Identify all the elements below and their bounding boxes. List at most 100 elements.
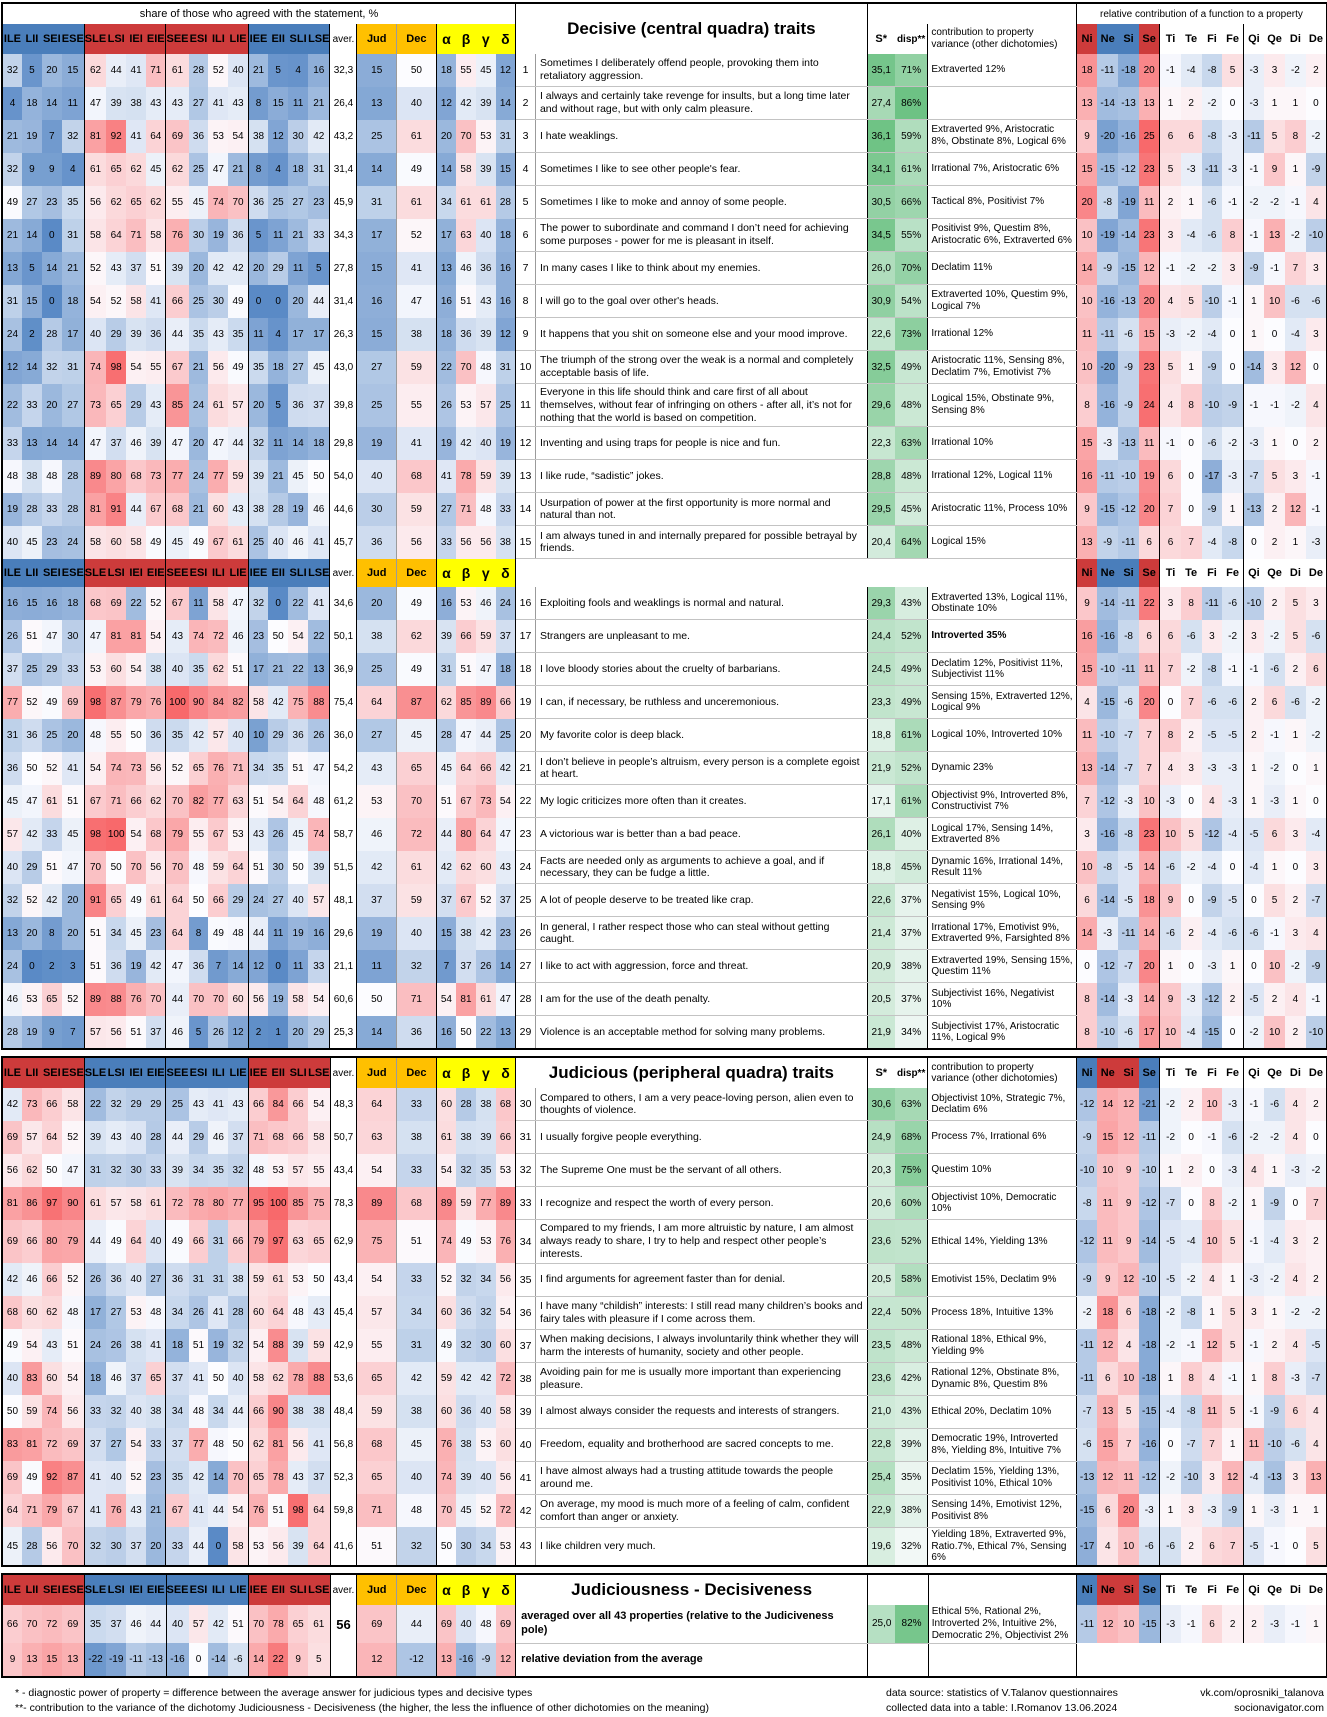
type-value-cell: 67	[146, 492, 167, 526]
quadra-value-cell: 54	[495, 784, 517, 818]
type-column-header: IEI	[126, 1574, 147, 1606]
fn-value-cell: -1	[1222, 185, 1244, 219]
type-value-cell: 45	[2, 784, 22, 818]
fn-value-cell: 5	[1118, 1395, 1140, 1429]
type-value-cell: 30	[188, 218, 209, 252]
type-value-cell: 23	[248, 619, 269, 653]
statement-row: 21 14 0 31 58 64 71 58 76 30 19 36 5 11 21 33 34,3 17 52 17…	[2, 218, 1327, 252]
type-value-cell: 40	[2, 525, 22, 559]
fn-value-cell: 1	[1222, 492, 1244, 526]
type-column-header: ILI	[208, 558, 229, 588]
fn-value-cell: 10	[1201, 1088, 1223, 1121]
statement-cell: I am for the use of the death penalty.	[535, 982, 868, 1017]
fn-value-cell: 14	[1076, 916, 1098, 950]
type-value-cell: 16	[308, 916, 331, 950]
quadra-value-cell: 74	[436, 1461, 457, 1495]
type-value-cell: 35	[165, 1461, 189, 1495]
contrib-cell: Emotivist 15%, Declatim 9%	[927, 1263, 1077, 1297]
quadra-value-cell: 59	[436, 1362, 457, 1396]
type-value-cell: 51	[288, 751, 309, 785]
type-value-cell: 50	[106, 850, 127, 884]
type-value-cell: 40	[288, 883, 309, 917]
type-value-cell: 77	[165, 459, 189, 493]
type-column-header: LII	[21, 1574, 42, 1606]
function-column-header: Te	[1180, 1057, 1202, 1089]
row-number: 23	[515, 817, 536, 852]
type-value-cell: 30	[268, 850, 289, 884]
type-column-header: EIE	[146, 1057, 167, 1089]
type-value-cell: 60	[21, 1296, 42, 1330]
type-value-cell: 44	[228, 1395, 249, 1429]
quadra-value-cell: 81	[456, 982, 476, 1016]
type-value-cell: 42	[308, 119, 331, 153]
statement-cell: I usually forgive people everything.	[535, 1120, 868, 1155]
fn-value-cell: -14	[1097, 587, 1119, 620]
type-value-cell: 20	[41, 383, 62, 427]
fn-value-cell: -10	[1243, 587, 1265, 620]
type-value-cell: 66	[248, 1395, 269, 1429]
type-value-cell: 54	[126, 1428, 147, 1462]
fn-value-cell: 14	[1138, 850, 1161, 884]
type-value-cell: 52	[84, 251, 107, 285]
statement-cell: Usurpation of power at the first opportu…	[535, 492, 868, 527]
fn-value-cell: -2	[1201, 251, 1223, 285]
jud-value-cell: 15	[356, 251, 398, 285]
fn-value-cell: 4	[1305, 1428, 1327, 1462]
type-value-cell: 52	[21, 685, 42, 719]
type-column-header: SEI	[41, 1574, 62, 1606]
type-value-cell: 38	[146, 1395, 167, 1429]
fn-value-cell: 5	[1222, 1329, 1244, 1363]
type-value-cell: 19	[268, 982, 289, 1016]
fn-value-cell: 0	[1285, 1527, 1306, 1567]
type-value-cell: 31	[308, 152, 331, 186]
type-value-cell: 28	[188, 54, 209, 87]
type-value-cell: 32	[228, 1329, 249, 1363]
statement-row: 24 2 28 17 40 29 39 36 44 35 43 35 11 4 17 17 26,3 15 38 18…	[2, 317, 1327, 351]
fn-value-cell: 6	[1264, 685, 1286, 719]
quadra-value-cell: 16	[495, 251, 517, 285]
quadra-value-cell: 31	[495, 119, 517, 153]
type-value-cell: 39	[248, 459, 269, 493]
type-value-cell: 43	[208, 317, 229, 351]
disp-value: 63%	[894, 1088, 929, 1122]
type-value-cell: 68	[84, 587, 107, 620]
fn-value-cell: -9	[1118, 350, 1139, 384]
type-value-cell: 32	[106, 1088, 127, 1121]
type-value-cell: 0	[41, 218, 62, 252]
type-value-cell: 77	[2, 685, 22, 719]
quadra-value-cell: 42	[456, 426, 476, 460]
jud-value-cell: 12	[356, 1643, 398, 1677]
quadra-value-cell: 42	[475, 1362, 496, 1396]
quadra-value-cell: 60	[436, 1088, 457, 1121]
type-value-cell: 67	[208, 817, 229, 851]
type-value-cell: 56	[248, 982, 269, 1016]
fn-value-cell: -12	[1076, 1088, 1098, 1121]
s-value: 20,5	[867, 982, 895, 1017]
quadra-value-cell: 37	[495, 883, 517, 917]
type-value-cell: 32	[2, 54, 22, 87]
fn-value-cell: 7	[1201, 1428, 1223, 1462]
fn-value-cell: 0	[1285, 850, 1306, 884]
quadra-value-cell: 12	[495, 317, 517, 351]
type-value-cell: 36	[188, 949, 209, 983]
type-value-cell: 29	[126, 1088, 147, 1121]
quadra-value-cell: 40	[475, 426, 496, 460]
type-value-cell: 42	[268, 685, 289, 719]
type-value-cell: 61	[308, 1605, 331, 1644]
type-column-header: ILE	[2, 558, 22, 588]
fn-value-cell: 0	[1159, 685, 1181, 719]
type-value-cell: -13	[146, 1643, 167, 1677]
fn-value-cell: -1	[1159, 426, 1181, 460]
type-value-cell: 27	[61, 383, 85, 427]
fn-value-cell: -2	[1285, 54, 1306, 87]
jud-value-cell: 68	[356, 1428, 398, 1462]
fn-value-cell: -1	[1180, 1329, 1202, 1363]
aver-column-header: aver.	[330, 1574, 358, 1606]
type-value-cell: 32	[106, 1395, 127, 1429]
fn-value-cell: -1	[1159, 251, 1181, 285]
quadra-value-cell: 38	[495, 525, 517, 559]
type-value-cell: 52	[106, 284, 127, 318]
fn-value-cell: 4	[1243, 1153, 1265, 1187]
type-value-cell: 35	[268, 751, 289, 785]
fn-value-cell: 10	[1264, 949, 1286, 983]
